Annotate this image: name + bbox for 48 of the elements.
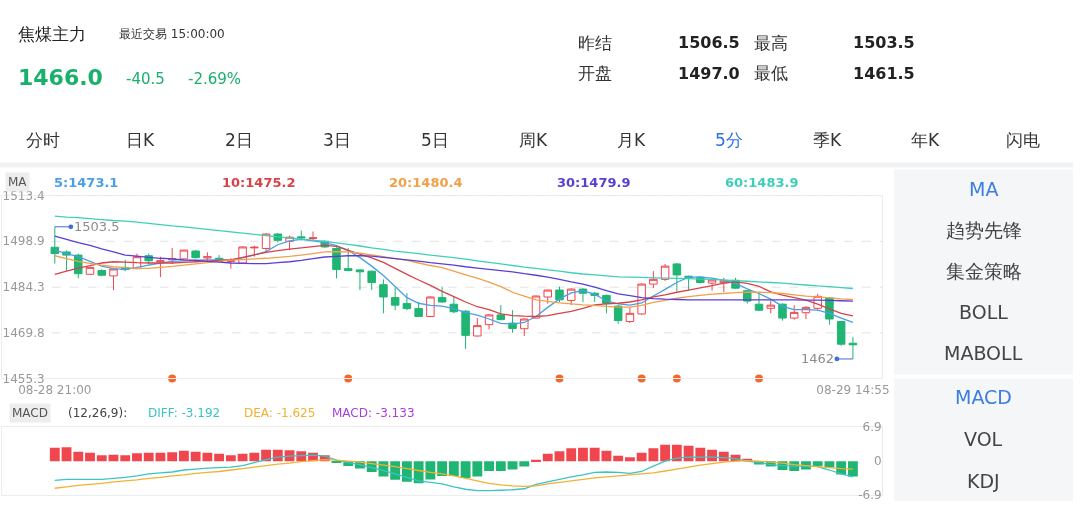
text: 5分 [715,130,743,150]
text: 日K [126,130,155,150]
text: 趋势先锋 [946,219,1022,241]
text: VOL [964,428,1003,450]
text: 最近交易 15:00:00 [119,27,225,41]
legend-title: MA [8,175,28,189]
text: 周K [519,130,548,150]
text: 1466.0 [18,65,103,90]
text: 2日 [225,130,253,150]
text: -2.69% [188,70,242,88]
text: 月K [617,130,646,150]
y-tick-label: -6.9 [858,488,882,503]
text: 最高 [754,33,788,53]
text: 3日 [323,130,351,150]
text: 昨结 [578,33,612,53]
y-tick-label: 6.9 [862,420,882,435]
y-tick-label: 1484.3 [2,280,45,295]
y-tick-label: 0 [874,454,882,469]
y-tick-label: 1513.4 [2,188,45,203]
text: 最低 [754,63,788,83]
text: 5日 [421,130,449,150]
text: 1503.5 [853,33,915,52]
text: 集金策略 [946,260,1022,282]
text: MACD [955,386,1012,408]
text: 分时 [26,130,60,150]
text: 20:1480.4 [389,175,463,190]
text: 1461.5 [853,64,915,83]
text: 季K [813,130,842,150]
text: 1497.0 [678,64,740,83]
text: MA [969,178,999,200]
text: 5:1473.1 [54,175,119,190]
annotation: 1503.5 [74,219,120,234]
text: KDJ [967,470,1000,492]
y-tick-label: 1469.8 [2,326,45,341]
text: 1506.5 [678,33,740,52]
text: 闪电 [1006,130,1040,150]
y-tick-label: 1498.9 [2,234,45,249]
text: 开盘 [578,63,612,83]
text: -40.5 [126,70,165,88]
text: BOLL [959,301,1009,323]
text: 年K [911,130,940,150]
annotation: 1462 [801,351,835,366]
text: 10:1475.2 [222,175,296,190]
x-tick-label: 08-29 14:55 [816,382,890,397]
text: MABOLL [944,342,1023,364]
text: 焦煤主力 [18,24,86,44]
text: 30:1479.9 [557,175,631,190]
text: 60:1483.9 [725,175,799,190]
